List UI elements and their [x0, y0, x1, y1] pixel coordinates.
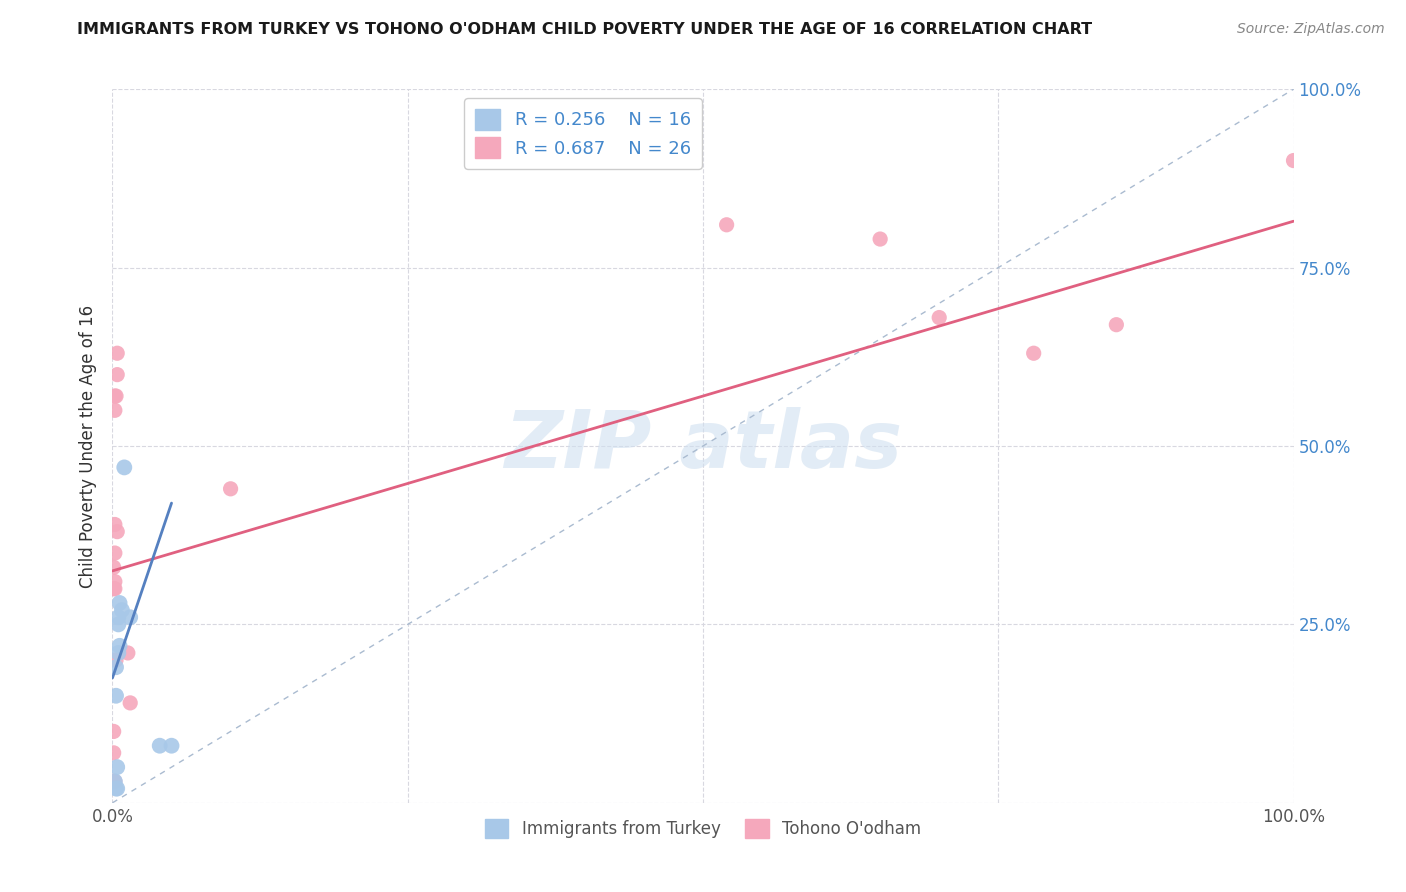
Point: [103, 582, 125, 596]
Point: [1022, 346, 1045, 360]
Point: [103, 746, 125, 760]
Text: ZIP atlas: ZIP atlas: [503, 407, 903, 485]
Point: [108, 639, 131, 653]
Point: [104, 546, 127, 560]
Point: [107, 610, 129, 624]
Point: [107, 646, 129, 660]
Text: Source: ZipAtlas.com: Source: ZipAtlas.com: [1237, 22, 1385, 37]
Point: [1105, 318, 1128, 332]
Point: [104, 517, 127, 532]
Point: [149, 739, 172, 753]
Point: [105, 389, 128, 403]
Point: [120, 696, 142, 710]
Point: [104, 582, 127, 596]
Point: [105, 524, 128, 539]
Y-axis label: Child Poverty Under the Age of 16: Child Poverty Under the Age of 16: [79, 304, 97, 588]
Point: [105, 781, 128, 796]
Point: [104, 574, 127, 589]
Point: [104, 403, 127, 417]
Point: [869, 232, 891, 246]
Text: IMMIGRANTS FROM TURKEY VS TOHONO O'ODHAM CHILD POVERTY UNDER THE AGE OF 16 CORRE: IMMIGRANTS FROM TURKEY VS TOHONO O'ODHAM…: [77, 22, 1092, 37]
Legend: Immigrants from Turkey, Tohono O'odham: Immigrants from Turkey, Tohono O'odham: [478, 812, 928, 845]
Point: [108, 596, 131, 610]
Point: [103, 774, 125, 789]
Point: [928, 310, 950, 325]
Point: [103, 560, 125, 574]
Point: [107, 617, 129, 632]
Point: [112, 460, 135, 475]
Point: [117, 646, 139, 660]
Point: [105, 689, 128, 703]
Point: [1282, 153, 1305, 168]
Point: [105, 760, 128, 774]
Point: [120, 610, 142, 624]
Point: [104, 389, 127, 403]
Point: [104, 774, 127, 789]
Point: [105, 368, 128, 382]
Point: [716, 218, 738, 232]
Point: [104, 774, 127, 789]
Point: [105, 660, 128, 674]
Point: [105, 346, 128, 360]
Point: [105, 653, 128, 667]
Point: [103, 724, 125, 739]
Point: [160, 739, 183, 753]
Point: [219, 482, 242, 496]
Point: [105, 781, 128, 796]
Point: [111, 603, 134, 617]
